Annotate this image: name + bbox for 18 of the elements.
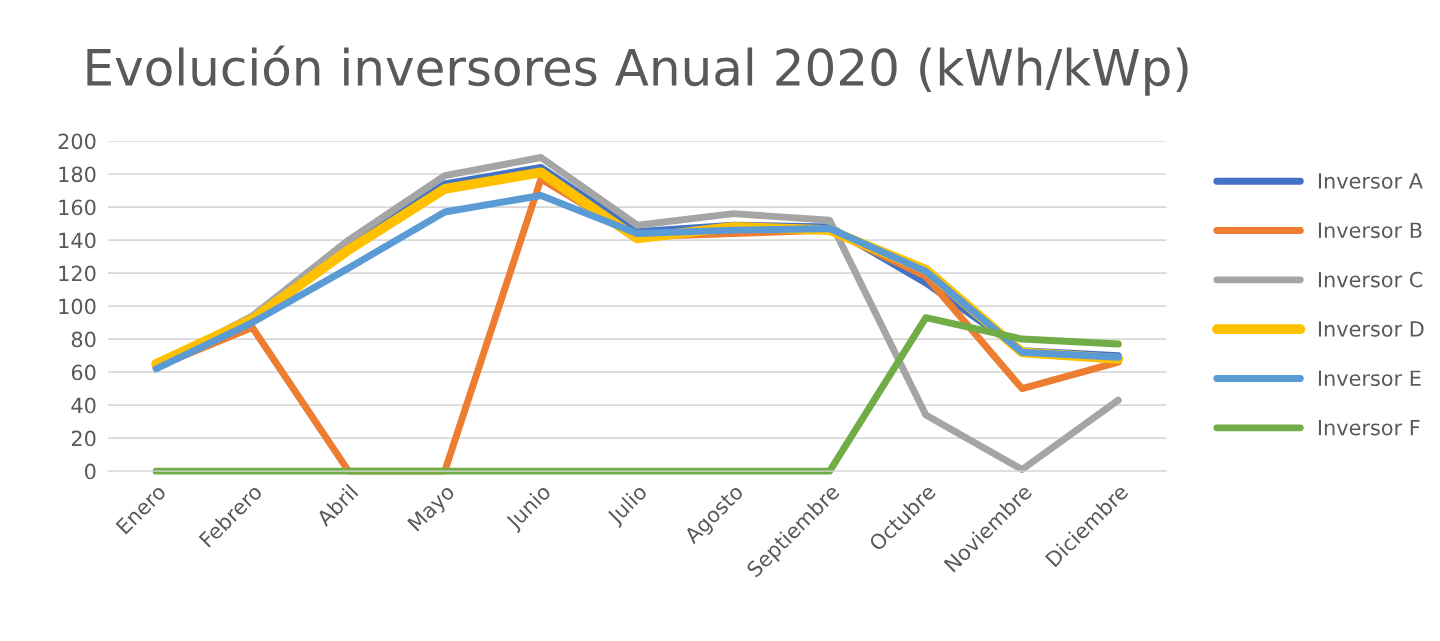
y-tick-label: 100 [59, 298, 96, 315]
legend-label: Inversor F [1318, 419, 1420, 436]
legend-label: Inversor D [1318, 321, 1424, 337]
y-tick-label: 0 [85, 463, 96, 480]
chart-title: Evolución inversores Anual 2020 (kWh/kWp) [87, 45, 1188, 96]
y-tick-label: 20 [71, 430, 96, 447]
y-tick-label: 60 [71, 364, 96, 381]
y-tick-label: 40 [71, 397, 96, 414]
y-tick-label: 200 [58, 133, 96, 150]
y-tick-label: 80 [71, 331, 96, 348]
legend-label: Inversor A [1318, 173, 1423, 189]
legend-label: Inversor E [1318, 370, 1421, 387]
y-tick-label: 140 [59, 232, 96, 249]
y-tick-label: 160 [59, 199, 96, 216]
legend-label: Inversor B [1318, 222, 1422, 239]
y-tick-label: 120 [59, 265, 96, 282]
legend-label: Inversor C [1318, 271, 1423, 288]
y-tick-label: 180 [59, 166, 96, 183]
